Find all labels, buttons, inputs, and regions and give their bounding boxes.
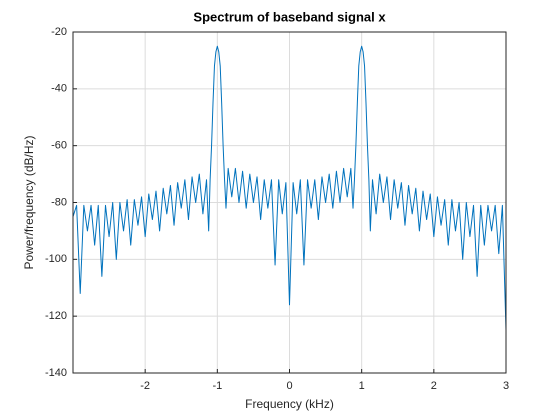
x-tick-label: 3 [503, 380, 509, 392]
y-tick-label: -60 [51, 140, 67, 152]
chart-title: Spectrum of baseband signal x [193, 9, 386, 24]
y-tick-label: -40 [51, 83, 67, 95]
y-tick-label: -100 [45, 253, 67, 265]
x-tick-label: -2 [140, 380, 150, 392]
y-tick-label: -20 [51, 26, 67, 38]
x-tick-label: 2 [431, 380, 437, 392]
ticks: -140 -120 -100 -80 -60 -40 -20 -2 -1 0 1 2 3 [45, 26, 509, 392]
x-axis-label: Frequency (kHz) [245, 397, 334, 411]
x-tick-label: -1 [212, 380, 222, 392]
x-tick-label: 0 [286, 380, 292, 392]
series-line [73, 45, 506, 331]
x-tick-label: 1 [359, 380, 365, 392]
y-axis-label: Power/frequency (dB/Hz) [22, 135, 36, 269]
grid [73, 31, 507, 374]
y-tick-label: -120 [45, 310, 67, 322]
y-tick-label: -140 [45, 367, 67, 379]
y-tick-label: -80 [51, 196, 67, 208]
plot [73, 45, 506, 331]
